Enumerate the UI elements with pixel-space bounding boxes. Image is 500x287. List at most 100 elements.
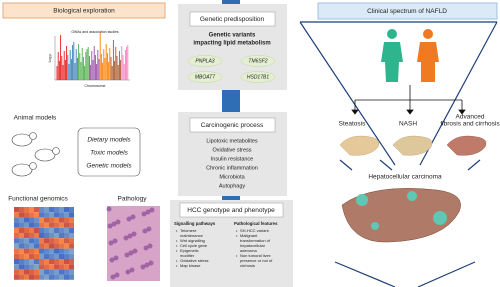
heatmap-cell xyxy=(14,253,19,259)
heatmap-cell xyxy=(29,274,34,280)
heatmap-cell xyxy=(59,264,64,270)
genomics-title: Functional genomics xyxy=(8,196,68,203)
heatmap-cell xyxy=(64,233,69,239)
heatmap-cell xyxy=(44,227,49,233)
bullet: • xyxy=(176,238,178,243)
tumour-nodules xyxy=(356,191,447,230)
heatmap-cell xyxy=(39,259,44,265)
gwas-x-label: Chromosome xyxy=(84,84,105,88)
pathology-cell xyxy=(145,209,151,215)
carcinogenic-item: Chronic inflammation xyxy=(206,165,258,171)
heatmap-cell xyxy=(29,264,34,270)
heatmap-cell xyxy=(24,238,29,244)
heatmap-cell xyxy=(19,217,24,223)
pathology-cell xyxy=(127,233,133,239)
heatmap-cell xyxy=(39,238,44,244)
pathology-cell xyxy=(142,228,148,234)
heatmap-cell xyxy=(14,248,19,254)
bullet: • xyxy=(176,243,178,248)
bullet: • xyxy=(236,253,238,258)
stage-label: Advanced xyxy=(456,114,485,121)
heatmap-cell xyxy=(39,269,44,275)
heatmap-cell xyxy=(64,238,69,244)
pathology-cell xyxy=(146,226,152,232)
pathological-item: Non tumoral liver: xyxy=(240,253,271,258)
heatmap-cell xyxy=(19,259,24,265)
animal-model: Toxic models xyxy=(90,150,128,157)
liver-nash xyxy=(392,135,433,156)
left-header: Biological exploration xyxy=(53,8,115,15)
heatmap-cell xyxy=(29,207,34,213)
liver-cirrhosis xyxy=(446,135,487,156)
heatmap-cell xyxy=(19,233,24,239)
heatmap-cell xyxy=(44,243,49,249)
heatmap-cell xyxy=(34,253,39,259)
heatmap-cell xyxy=(69,274,74,280)
heatmap-cell xyxy=(39,227,44,233)
heatmap-cell xyxy=(54,253,59,259)
heatmap-cell xyxy=(64,227,69,233)
carcinogenic-title: Carcinogenic process xyxy=(201,122,264,129)
heatmap-cell xyxy=(34,248,39,254)
pathology-cell xyxy=(143,245,149,251)
heatmap-cell xyxy=(14,233,19,239)
heatmap-cell xyxy=(24,248,29,254)
heatmap-cell xyxy=(54,238,59,244)
heatmap-cell xyxy=(34,264,39,270)
stage-label: fibrosis and cirrhosis xyxy=(440,121,500,128)
pathology-cell xyxy=(115,219,121,225)
heatmap-cell xyxy=(64,222,69,228)
pathology-cell xyxy=(130,214,136,220)
heatmap-cell xyxy=(14,259,19,265)
heatmap-cell xyxy=(34,207,39,213)
signalling-item: modifier xyxy=(180,253,195,258)
heatmap-cell xyxy=(64,248,69,254)
bullet: • xyxy=(236,228,238,233)
heatmap-cell xyxy=(34,274,39,280)
heatmap-cell xyxy=(39,233,44,239)
heatmap-cell xyxy=(69,264,74,270)
patients xyxy=(381,29,439,82)
heatmap-cell xyxy=(24,233,29,239)
heatmap-cell xyxy=(14,227,19,233)
heatmap-cell xyxy=(49,264,54,270)
pathological-item: hepatocellular xyxy=(240,243,266,248)
heatmap-cell xyxy=(19,253,24,259)
pathology-cell xyxy=(123,235,129,241)
pathology-cell xyxy=(131,231,137,237)
bullet: • xyxy=(236,233,238,238)
heatmap-cell xyxy=(29,259,34,265)
pathology-cell xyxy=(107,223,113,229)
gene-oval xyxy=(187,71,223,83)
heatmap-cell xyxy=(69,227,74,233)
animal-model: Dietary models xyxy=(87,137,131,144)
heatmap-cell xyxy=(44,259,49,265)
pathology-cell xyxy=(144,262,150,268)
heatmap-cell xyxy=(69,253,74,259)
heatmap-cell xyxy=(14,222,19,228)
branch-arrows xyxy=(351,85,466,115)
heatmap-cell xyxy=(24,243,29,249)
signalling-item: Wnt signalling xyxy=(180,238,205,243)
heatmap-cell xyxy=(44,222,49,228)
heatmap-cell xyxy=(54,243,59,249)
left-header-box xyxy=(2,2,166,19)
pathology-cell xyxy=(149,207,155,213)
mice xyxy=(11,132,60,177)
carcinogenic-item: Autophagy xyxy=(219,183,246,189)
gene-oval xyxy=(187,55,223,67)
gene-label: PNPLA3 xyxy=(195,58,214,64)
heatmap-cell xyxy=(29,238,34,244)
signalling-item: Oxidative stress xyxy=(180,258,208,263)
heatmap-cell xyxy=(49,222,54,228)
hcc-title: HCC genotype and phenotype xyxy=(187,207,275,214)
funnel xyxy=(299,21,498,287)
heatmap-cell xyxy=(39,248,44,254)
heatmap-cell xyxy=(64,269,69,275)
heatmap-cell xyxy=(49,248,54,254)
animal-model: Genetic models xyxy=(86,163,132,170)
heatmap-cell xyxy=(14,269,19,275)
heatmap-cell xyxy=(49,212,54,218)
heatmap-cell xyxy=(24,217,29,223)
